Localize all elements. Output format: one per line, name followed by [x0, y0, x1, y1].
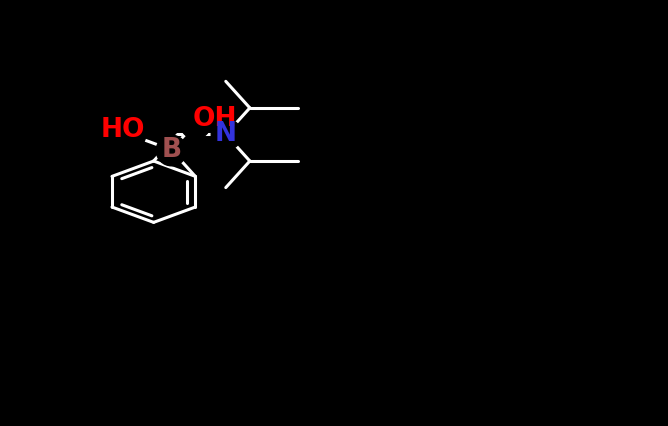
Text: B: B [161, 137, 181, 163]
Text: HO: HO [101, 117, 145, 143]
Text: N: N [215, 121, 236, 147]
Text: OH: OH [193, 106, 238, 132]
